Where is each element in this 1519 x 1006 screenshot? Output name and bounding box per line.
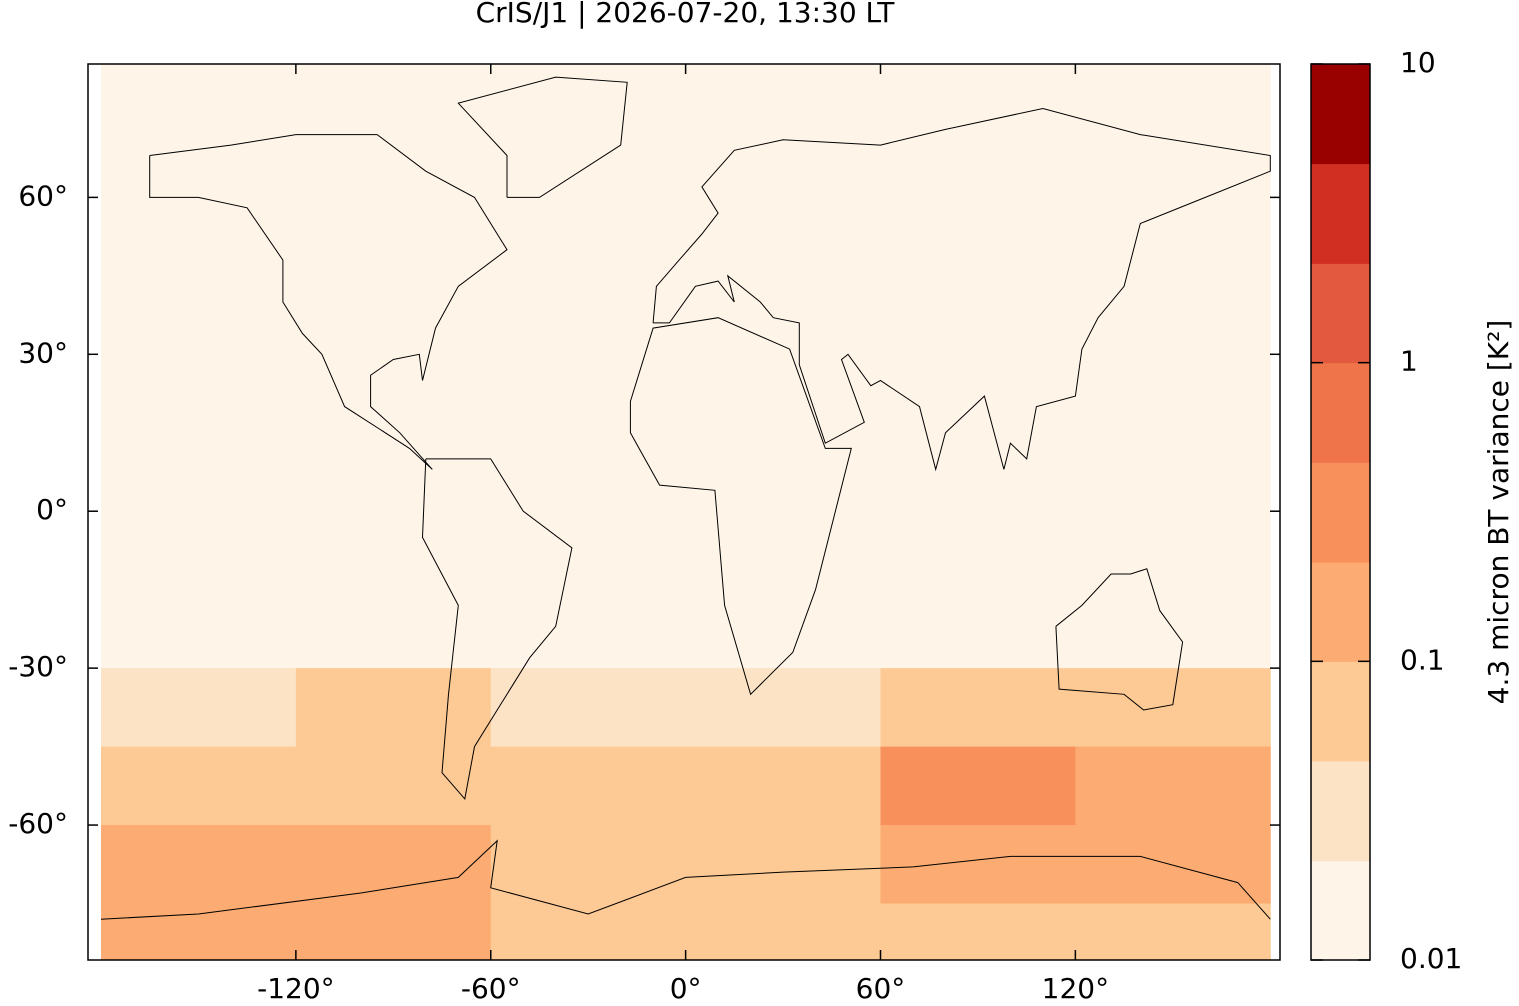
- x-tick-label: 60°: [856, 972, 906, 1002]
- coastline: [100, 839, 1271, 920]
- field-cell: [490, 668, 687, 748]
- field-cell: [295, 668, 492, 748]
- field-cell: [685, 668, 882, 748]
- field-cell: [100, 825, 297, 905]
- x-tick-label: 120°: [1042, 972, 1109, 1002]
- colorbar-label: 4.3 micron BT variance [K²]: [1482, 320, 1515, 705]
- colorbar-band: [1311, 462, 1370, 563]
- field-cell: [100, 746, 297, 826]
- colorbar-band: [1311, 263, 1370, 364]
- field-cell: [1075, 746, 1271, 826]
- coastline: [652, 107, 1271, 472]
- field-cell: [100, 64, 297, 669]
- field-cell: [1075, 668, 1271, 748]
- y-tick-label: 0°: [36, 493, 68, 526]
- x-tick-label: 0°: [670, 972, 702, 1002]
- field-cell: [880, 746, 1076, 826]
- y-tick-label: -60°: [8, 807, 68, 840]
- field-cell: [1075, 64, 1271, 669]
- field-cell: [295, 825, 492, 905]
- y-tick-label: 30°: [18, 336, 68, 369]
- field-cell: [295, 64, 492, 669]
- x-tick-label: -120°: [257, 972, 335, 1002]
- colorbar-tick-label: 0.01: [1400, 942, 1462, 975]
- coastline: [457, 76, 628, 198]
- coastline: [149, 134, 508, 470]
- map-frame: [87, 63, 1281, 961]
- colorbar-tick-label: 10: [1400, 46, 1436, 79]
- colorbar-band: [1311, 362, 1370, 463]
- colorbar-band: [1311, 562, 1370, 662]
- coastline: [1055, 568, 1184, 711]
- colorbar-band: [1311, 860, 1370, 961]
- field-cell: [490, 825, 687, 905]
- coastline: [629, 317, 852, 696]
- field-cell: [880, 903, 1076, 960]
- field-cell: [100, 668, 297, 748]
- field: [100, 64, 1271, 960]
- field-cell: [880, 64, 1076, 669]
- field-cell: [1075, 903, 1271, 960]
- field-cell: [490, 746, 687, 826]
- colorbar-band: [1311, 661, 1370, 762]
- field-cell: [685, 64, 882, 669]
- field-cell: [685, 746, 882, 826]
- field-cell: [295, 903, 492, 960]
- field-cell: [490, 64, 687, 669]
- colorbar: [1311, 64, 1370, 961]
- field-cell: [685, 903, 882, 960]
- field-cell: [490, 903, 687, 960]
- y-tick-label: 60°: [18, 179, 68, 212]
- colorbar-tick-label: 0.1: [1400, 643, 1445, 676]
- field-cell: [1075, 825, 1271, 905]
- colorbar-tick-label: 1: [1400, 345, 1418, 378]
- field-cell: [880, 668, 1076, 748]
- field-cell: [880, 825, 1076, 905]
- colorbar-band: [1311, 64, 1370, 165]
- chart-title: CrIS/J1 | 2026-07-20, 13:30 LT: [476, 0, 896, 29]
- colorbar-band: [1311, 760, 1370, 862]
- x-tick-label: -60°: [461, 972, 521, 1002]
- colorbar-frame: [1310, 63, 1371, 961]
- y-tick-label: -30°: [8, 650, 68, 683]
- field-cell: [685, 825, 882, 905]
- coastlines: [100, 76, 1271, 920]
- colorbar-band: [1311, 163, 1370, 264]
- field-cell: [295, 746, 492, 826]
- coastline: [421, 458, 573, 801]
- field-cell: [100, 903, 297, 960]
